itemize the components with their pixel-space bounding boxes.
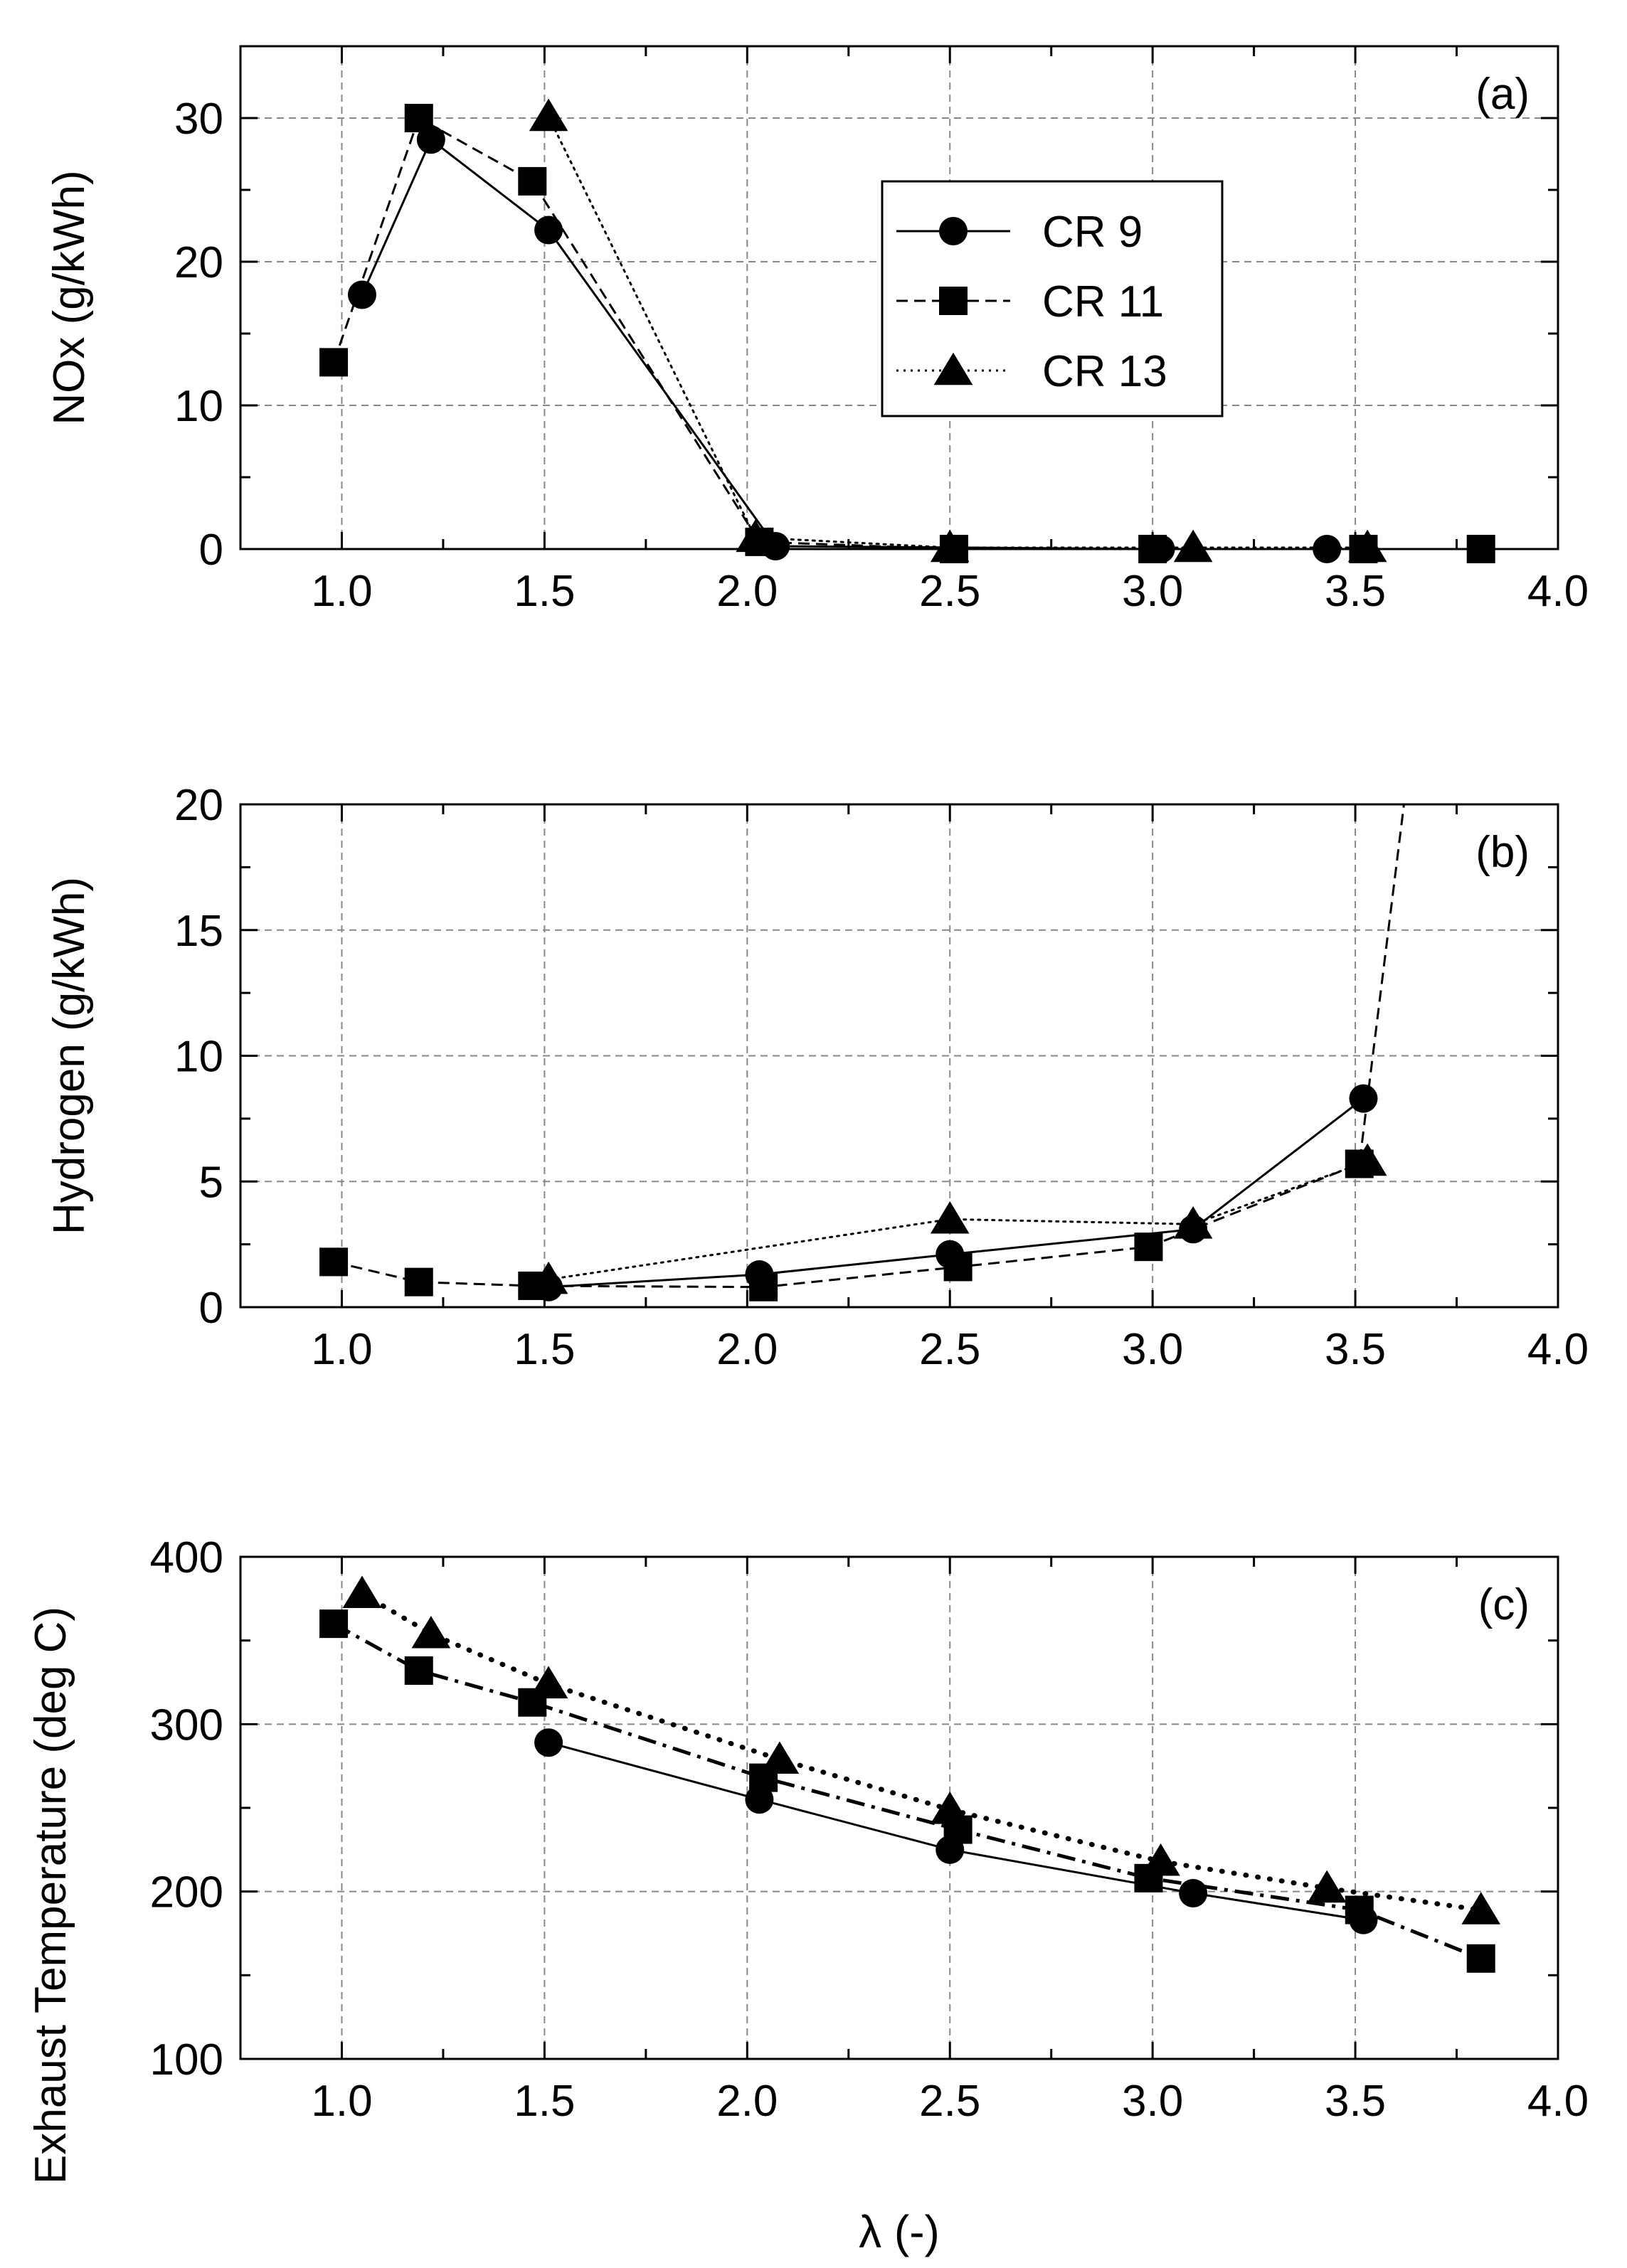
data-point-cr-13 xyxy=(1173,1206,1213,1239)
data-point-cr-13 xyxy=(930,1791,970,1824)
legend-marker xyxy=(939,287,968,315)
data-point-cr-13 xyxy=(529,98,568,132)
panel-1: 1.0 1.5 2.0 2.5 3.0 3.5 4.0 0 10 20 30 NOx (g/kWh) (… xyxy=(45,45,1589,616)
panel-3: 1.0 1.5 2.0 2.5 3.0 3.5 4.0 100 200 300 400 Exhaust… xyxy=(26,1533,1589,2257)
panel-2: 1.0 1.5 2.0 2.5 3.0 3.5 4.0 0 5 10 15 20 Hydrogen (g… xyxy=(45,781,1589,1374)
data-point-cr-11 xyxy=(319,1609,349,1639)
data-point-cr-13 xyxy=(1173,529,1213,563)
x-tick-label: 1.0 xyxy=(311,567,372,616)
data-point-cr-11 xyxy=(404,1656,433,1686)
y-tick-label: 10 xyxy=(174,382,223,431)
data-point-cr-13 xyxy=(930,529,970,563)
x-tick-label: 2.5 xyxy=(919,1325,980,1374)
y-axis-title: Hydrogen (g/kWh) xyxy=(45,877,94,1235)
x-tick-label: 1.5 xyxy=(514,567,575,616)
data-point-cr-13 xyxy=(411,1615,451,1649)
data-point-cr-13 xyxy=(930,1200,970,1234)
y-axis-title: NOx (g/kWh) xyxy=(45,170,94,425)
x-tick-label: 3.5 xyxy=(1325,567,1386,616)
x-tick-label: 4.0 xyxy=(1527,1325,1589,1374)
x-tick-label: 3.0 xyxy=(1122,1325,1183,1374)
x-tick-label: 3.0 xyxy=(1122,567,1183,616)
y-tick-label: 300 xyxy=(150,1700,223,1750)
x-tick-label: 1.0 xyxy=(311,2077,372,2126)
data-point-cr-13 xyxy=(342,1575,382,1609)
x-tick-label: 1.5 xyxy=(514,2077,575,2126)
y-tick-label: 400 xyxy=(150,1533,223,1582)
x-tick-label: 3.5 xyxy=(1325,1325,1386,1374)
data-point-cr-9 xyxy=(1313,535,1342,563)
x-tick-label: 4.0 xyxy=(1527,567,1589,616)
y-tick-label: 0 xyxy=(199,1284,223,1333)
panel-label: (a) xyxy=(1475,70,1530,119)
data-point-cr-11 xyxy=(319,1247,349,1277)
x-tick-label: 1.0 xyxy=(311,1325,372,1374)
plot-frame xyxy=(239,45,1559,550)
x-tick-label: 2.0 xyxy=(716,1325,778,1374)
data-point-cr-13 xyxy=(1461,1892,1501,1924)
data-point-cr-11 xyxy=(404,1267,433,1297)
x-tick-label: 2.0 xyxy=(716,567,778,616)
panel-label: (c) xyxy=(1478,1580,1530,1629)
plot-data xyxy=(333,804,1405,1289)
x-tick-label: 3.0 xyxy=(1122,2077,1183,2126)
data-point-cr-11 xyxy=(518,166,547,196)
data-point-cr-9 xyxy=(534,215,563,245)
data-point-cr-13 xyxy=(1307,1870,1347,1903)
data-point-cr-13 xyxy=(760,1741,800,1774)
data-point-cr-11 xyxy=(1138,535,1167,563)
data-point-cr-9 xyxy=(416,125,445,154)
legend: CR 9 CR 11 CR 13 xyxy=(881,180,1224,417)
data-point-cr-11 xyxy=(404,104,433,132)
data-point-cr-13 xyxy=(1347,529,1387,563)
data-point-cr-13 xyxy=(529,1666,568,1699)
legend-label: CR 11 xyxy=(1042,277,1164,326)
data-point-cr-9 xyxy=(1349,1084,1378,1113)
data-point-cr-13 xyxy=(736,519,775,553)
data-point-cr-11 xyxy=(1466,535,1495,563)
series-line-cr-11 xyxy=(332,1622,1482,1961)
plot-data xyxy=(332,1591,1484,1961)
series-line-cr-13 xyxy=(359,1591,1484,1913)
x-tick-label: 2.0 xyxy=(716,2077,778,2126)
legend-marker xyxy=(939,217,968,245)
data-point-cr-9 xyxy=(1179,1879,1208,1908)
y-tick-label: 0 xyxy=(199,526,223,575)
data-point-cr-9 xyxy=(745,1785,774,1814)
x-tick-label: 4.0 xyxy=(1527,2077,1589,2126)
data-point-cr-11 xyxy=(943,1252,973,1282)
legend-marker xyxy=(933,352,973,385)
y-tick-label: 20 xyxy=(174,238,223,287)
x-tick-label: 2.5 xyxy=(919,567,980,616)
x-tick-label: 1.5 xyxy=(514,1325,575,1374)
y-tick-label: 5 xyxy=(199,1158,223,1207)
series-line-cr-13 xyxy=(547,1160,1369,1281)
y-tick-label: 200 xyxy=(150,1868,223,1917)
y-axis-title: Exhaust Temperature (deg C) xyxy=(26,1607,75,2184)
data-point-cr-11 xyxy=(1466,1944,1495,1973)
legend-label: CR 13 xyxy=(1042,347,1167,396)
legend-label: CR 9 xyxy=(1042,208,1143,257)
y-tick-label: 15 xyxy=(174,907,223,956)
data-point-cr-11 xyxy=(749,1272,778,1301)
x-axis-title: λ (-) xyxy=(859,2206,940,2257)
data-point-cr-13 xyxy=(1141,1843,1180,1876)
data-point-cr-9 xyxy=(347,280,376,309)
x-tick-label: 2.5 xyxy=(919,2077,980,2126)
y-tick-label: 20 xyxy=(174,781,223,830)
panel-label: (b) xyxy=(1475,828,1530,877)
data-point-cr-13 xyxy=(1347,1143,1387,1176)
data-point-cr-13 xyxy=(529,1261,568,1294)
series-line-cr-11 xyxy=(332,116,1481,549)
series-line-cr-11 xyxy=(333,804,1405,1289)
data-point-cr-11 xyxy=(1345,1895,1374,1924)
y-tick-label: 10 xyxy=(174,1033,223,1082)
y-tick-label: 100 xyxy=(150,2035,223,2085)
data-point-cr-11 xyxy=(1134,1233,1163,1262)
data-point-cr-9 xyxy=(534,1728,563,1757)
data-point-cr-11 xyxy=(319,348,349,377)
y-tick-label: 30 xyxy=(174,95,223,144)
x-tick-label: 3.5 xyxy=(1325,2077,1386,2126)
